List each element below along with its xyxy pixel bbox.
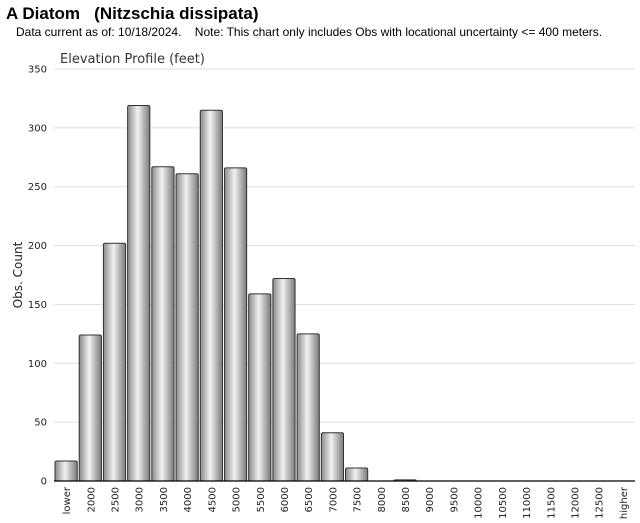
bar	[199, 109, 223, 482]
bar	[151, 166, 175, 482]
x-tick-label: 11500	[546, 487, 557, 519]
bar	[320, 432, 344, 482]
bar	[78, 334, 102, 482]
x-tick-label: 9500	[449, 487, 460, 512]
x-tick-label: 10000	[474, 487, 485, 519]
data-note: Data current as of: 10/18/2024. Note: Th…	[16, 25, 603, 39]
x-tick-label: 3000	[135, 487, 146, 512]
page-title: A Diatom (Nitzschia dissipata)	[6, 4, 259, 23]
chart-title: Elevation Profile (feet)	[60, 52, 205, 67]
y-tick-label: 100	[28, 359, 47, 370]
y-tick-label: 0	[41, 477, 47, 488]
x-tick-label: 12000	[570, 487, 581, 519]
x-tick-label: higher	[619, 486, 630, 519]
x-tick-label: 9000	[425, 487, 436, 512]
x-axis-ticks: lower 2000 2500 3000 3500 4000 4500 5000 5500 600…	[62, 486, 630, 519]
y-tick-label: 350	[28, 65, 47, 76]
bar	[272, 278, 296, 482]
bar	[175, 173, 199, 482]
bar	[127, 104, 151, 482]
y-tick-label: 300	[28, 123, 47, 134]
x-tick-label: lower	[62, 486, 73, 514]
x-tick-label: 4000	[183, 487, 194, 512]
x-tick-label: 12500	[595, 487, 606, 519]
bar	[102, 242, 127, 482]
x-tick-label: 4500	[207, 487, 218, 512]
x-tick-label: 10500	[498, 487, 509, 519]
y-tick-label: 150	[28, 300, 47, 311]
y-axis-ticks: 0 50 100 150 200 250 300 350	[28, 65, 47, 488]
y-tick-label: 250	[28, 182, 47, 193]
x-tick-label: 2000	[86, 487, 97, 512]
x-tick-label: 6500	[304, 487, 315, 512]
bar	[296, 333, 320, 482]
x-tick-label: 5000	[232, 487, 243, 512]
bars	[54, 104, 417, 482]
x-tick-label: 3500	[159, 487, 170, 512]
x-tick-label: 2500	[111, 487, 122, 512]
bar	[248, 293, 272, 482]
x-tick-label: 8500	[401, 487, 412, 512]
x-tick-label: 11000	[522, 487, 533, 519]
gridlines	[54, 68, 635, 482]
bar	[54, 460, 78, 482]
x-tick-label: 5500	[256, 487, 267, 512]
y-tick-label: 200	[28, 241, 47, 252]
y-axis-title: Obs. Count	[11, 241, 25, 308]
x-tick-label: 7000	[328, 487, 339, 512]
x-tick-label: 7500	[353, 487, 364, 512]
bar	[345, 467, 369, 482]
x-tick-label: 8000	[377, 487, 388, 512]
bar	[223, 167, 248, 482]
x-tick-label: 6000	[280, 487, 291, 512]
chart-header: A Diatom (Nitzschia dissipata) Data curr…	[6, 4, 636, 40]
y-tick-label: 50	[34, 418, 47, 429]
